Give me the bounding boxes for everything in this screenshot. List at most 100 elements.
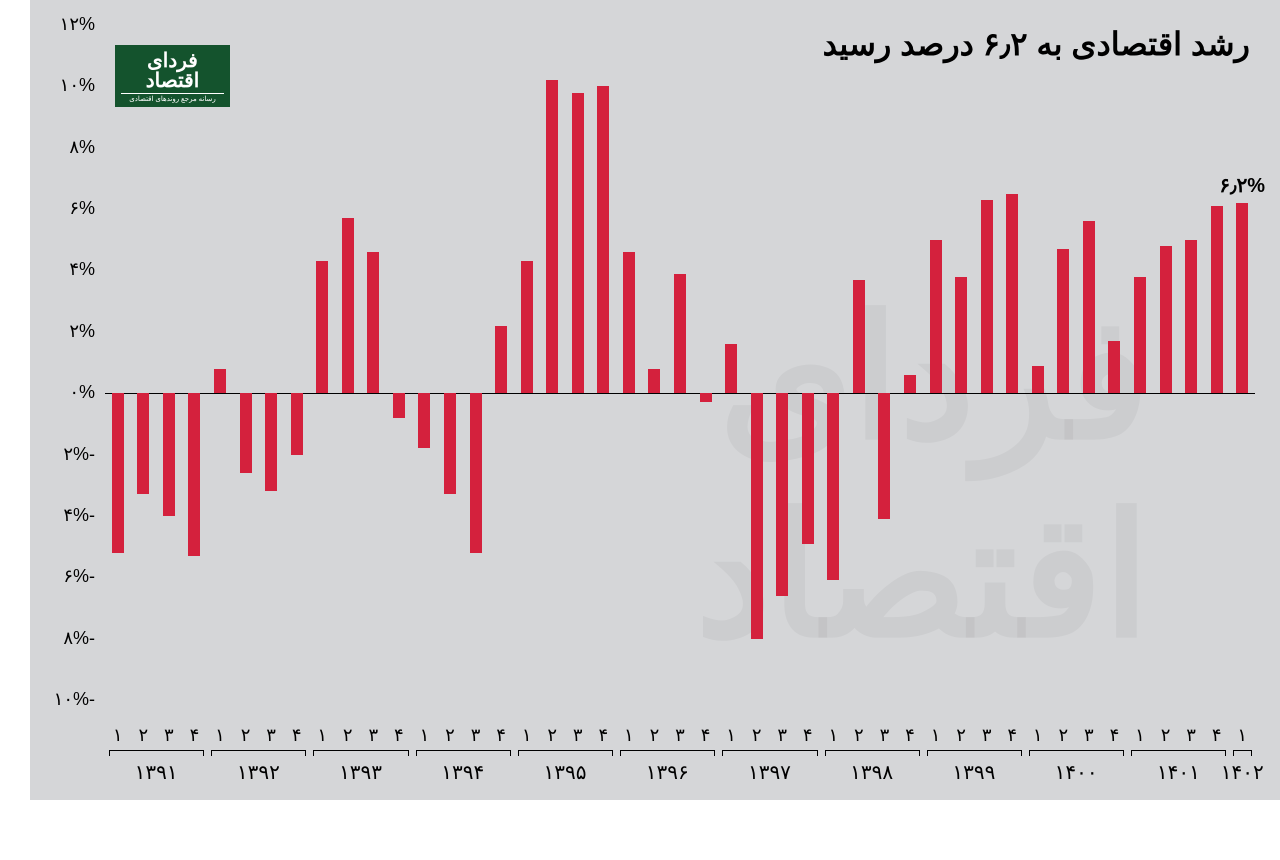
bar (725, 344, 737, 393)
x-quarter-label: ۱ (106, 725, 130, 746)
x-year-group-line (927, 750, 1021, 751)
bar (1057, 249, 1069, 393)
bar (981, 200, 993, 393)
y-axis-label: -۱۰% (54, 689, 95, 710)
x-year-group-tick (1029, 750, 1030, 756)
x-quarter-label: ۲ (336, 725, 360, 746)
x-year-group-line (109, 750, 203, 751)
y-axis-label: ۱۰% (60, 75, 95, 96)
x-year-group-tick (817, 750, 818, 756)
x-quarter-label: ۱ (924, 725, 948, 746)
x-year-label: ۱۴۰۰ (1036, 760, 1116, 785)
x-quarter-label: ۳ (361, 725, 385, 746)
x-quarter-label: ۳ (975, 725, 999, 746)
zero-line (105, 393, 1255, 394)
x-quarter-label: ۱ (1026, 725, 1050, 746)
x-quarter-label: ۱ (617, 725, 641, 746)
bar (853, 280, 865, 394)
x-quarter-label: ۱ (515, 725, 539, 746)
y-axis-label: ۸% (69, 137, 95, 158)
bar (955, 277, 967, 394)
x-year-group-tick (305, 750, 306, 756)
x-year-group-line (313, 750, 407, 751)
bar (674, 274, 686, 394)
x-year-group-tick (518, 750, 519, 756)
x-year-group-line (620, 750, 714, 751)
x-quarter-label: ۴ (1102, 725, 1126, 746)
bar (393, 393, 405, 418)
bar (342, 218, 354, 393)
bar (1032, 366, 1044, 394)
bar (1083, 221, 1095, 393)
x-quarter-label: ۱ (821, 725, 845, 746)
bar (751, 393, 763, 638)
bar (1006, 194, 1018, 393)
bar (802, 393, 814, 543)
x-year-group-line (722, 750, 816, 751)
bar (137, 393, 149, 494)
bar (240, 393, 252, 473)
bar (572, 93, 584, 394)
bar (930, 240, 942, 393)
bar (418, 393, 430, 448)
x-quarter-label: ۲ (1051, 725, 1075, 746)
bar (700, 393, 712, 402)
x-year-label: ۱۳۹۲ (218, 760, 298, 785)
x-year-group-tick (927, 750, 928, 756)
x-quarter-label: ۱ (1128, 725, 1152, 746)
y-axis-label: -۴% (63, 505, 95, 526)
x-quarter-label: ۲ (1154, 725, 1178, 746)
x-year-group-line (1029, 750, 1123, 751)
x-quarter-label: ۳ (464, 725, 488, 746)
bar (1185, 240, 1197, 393)
x-quarter-label: ۲ (642, 725, 666, 746)
x-quarter-label: ۳ (157, 725, 181, 746)
bar (265, 393, 277, 491)
bar (495, 326, 507, 394)
x-quarter-label: ۴ (591, 725, 615, 746)
bar (648, 369, 660, 394)
bar (316, 261, 328, 393)
x-year-group-tick (612, 750, 613, 756)
x-quarter-label: ۳ (770, 725, 794, 746)
bar (623, 252, 635, 393)
x-year-group-line (825, 750, 919, 751)
x-quarter-label: ۲ (234, 725, 258, 746)
x-year-group-line (518, 750, 612, 751)
x-year-group-tick (313, 750, 314, 756)
x-year-group-tick (1233, 750, 1234, 756)
x-year-group-line (416, 750, 510, 751)
y-axis-label: -۸% (63, 628, 95, 649)
x-year-label: ۱۳۹۸ (832, 760, 912, 785)
x-year-label: ۱۳۹۹ (934, 760, 1014, 785)
x-quarter-label: ۴ (489, 725, 513, 746)
plot-background (30, 0, 1280, 800)
x-year-group-tick (109, 750, 110, 756)
bar (904, 375, 916, 393)
x-year-group-tick (620, 750, 621, 756)
x-quarter-label: ۲ (847, 725, 871, 746)
bar (291, 393, 303, 454)
bar (112, 393, 124, 553)
x-year-group-line (1233, 750, 1251, 751)
bar (1211, 206, 1223, 393)
x-year-group-tick (1123, 750, 1124, 756)
x-year-group-tick (510, 750, 511, 756)
y-axis-label: ۰% (69, 382, 95, 403)
x-quarter-label: ۳ (872, 725, 896, 746)
x-quarter-label: ۴ (387, 725, 411, 746)
last-bar-annotation: ۶٫۲% (1212, 173, 1272, 198)
x-quarter-label: ۱ (1230, 725, 1254, 746)
x-year-label: ۱۳۹۴ (423, 760, 503, 785)
x-year-label: ۱۳۹۳ (321, 760, 401, 785)
x-quarter-label: ۴ (182, 725, 206, 746)
x-quarter-label: ۴ (796, 725, 820, 746)
x-year-group-tick (416, 750, 417, 756)
x-year-group-tick (1021, 750, 1022, 756)
y-axis-label: ۴% (69, 259, 95, 280)
x-year-label: ۱۳۹۶ (627, 760, 707, 785)
bar (163, 393, 175, 516)
x-quarter-label: ۱ (310, 725, 334, 746)
x-year-group-line (211, 750, 305, 751)
x-quarter-label: ۲ (745, 725, 769, 746)
